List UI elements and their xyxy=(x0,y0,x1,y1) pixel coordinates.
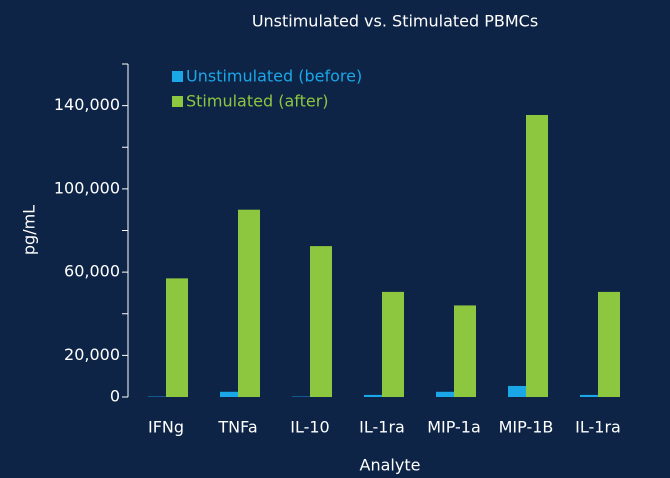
y-tick-label: 140,000 xyxy=(54,95,120,114)
bar xyxy=(508,385,526,397)
y-tick-label: 60,000 xyxy=(64,262,120,281)
y-tick-label: 0 xyxy=(110,387,120,406)
bar xyxy=(526,114,548,397)
x-tick-label: MIP-1B xyxy=(499,418,554,437)
x-tick-label: MIP-1a xyxy=(427,418,481,437)
bar xyxy=(310,246,332,397)
legend-label: Unstimulated (before) xyxy=(186,67,362,86)
bar xyxy=(364,394,382,397)
bar xyxy=(238,209,260,397)
legend-swatch xyxy=(172,96,183,107)
x-tick-label: IL-10 xyxy=(290,418,329,437)
y-tick-label: 100,000 xyxy=(54,178,120,197)
legend-swatch xyxy=(172,71,183,82)
bar xyxy=(454,305,476,397)
bar xyxy=(580,394,598,397)
x-axis-label: Analyte xyxy=(360,456,421,475)
x-tick-label: TNFa xyxy=(217,418,257,437)
bar xyxy=(220,391,238,397)
bar xyxy=(166,278,188,397)
y-axis-label: pg/mL xyxy=(20,205,39,255)
bar xyxy=(598,291,620,397)
chart-title: Unstimulated vs. Stimulated PBMCs xyxy=(252,12,538,31)
bar xyxy=(436,391,454,397)
x-tick-label: IFNg xyxy=(148,418,184,437)
x-tick-label: IL-1ra xyxy=(575,418,621,437)
bar xyxy=(382,291,404,397)
y-tick-label: 20,000 xyxy=(64,345,120,364)
x-tick-label: IL-1ra xyxy=(359,418,405,437)
legend-label: Stimulated (after) xyxy=(186,92,329,111)
